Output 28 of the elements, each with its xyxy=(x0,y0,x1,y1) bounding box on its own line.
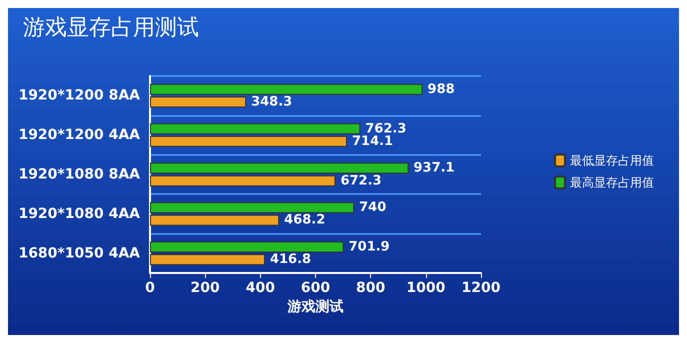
data-label: 348.3 xyxy=(251,94,292,110)
bar xyxy=(150,162,408,174)
bar xyxy=(150,175,336,186)
data-label: 937.1 xyxy=(413,160,455,176)
data-label: 740 xyxy=(359,200,386,216)
x-tick-label: 0 xyxy=(145,280,156,296)
data-label: 701.9 xyxy=(348,239,390,254)
y-tick-label: 1920*1200 4AA xyxy=(18,127,140,144)
x-tick-label: 200 xyxy=(190,280,220,296)
data-label: 714.1 xyxy=(352,134,394,149)
data-label: 416.8 xyxy=(270,252,312,268)
y-tick-label: 1920*1080 4AA xyxy=(18,206,140,222)
y-tick-label: 1920*1080 8AA xyxy=(18,166,140,182)
data-label: 468.2 xyxy=(284,212,326,228)
x-tick-label: 800 xyxy=(356,280,386,296)
legend-label: 最高显存占用值 xyxy=(570,176,654,190)
data-label: 672.3 xyxy=(340,173,382,188)
x-tick-label: 600 xyxy=(300,280,330,296)
data-label: 762.3 xyxy=(365,121,406,136)
x-tick-label: 1000 xyxy=(406,280,446,296)
legend-label: 最低显存占用值 xyxy=(570,154,654,168)
data-label: 988 xyxy=(428,82,455,97)
x-tick-label: 1200 xyxy=(462,280,501,296)
x-axis-title: 游戏测试 xyxy=(286,298,344,315)
chart-title: 游戏显存占用测试 xyxy=(23,16,199,40)
y-tick-label: 1680*1050 4AA xyxy=(18,245,140,262)
x-tick-label: 400 xyxy=(246,280,276,296)
y-tick-label: 1920*1200 8AA xyxy=(18,88,140,104)
